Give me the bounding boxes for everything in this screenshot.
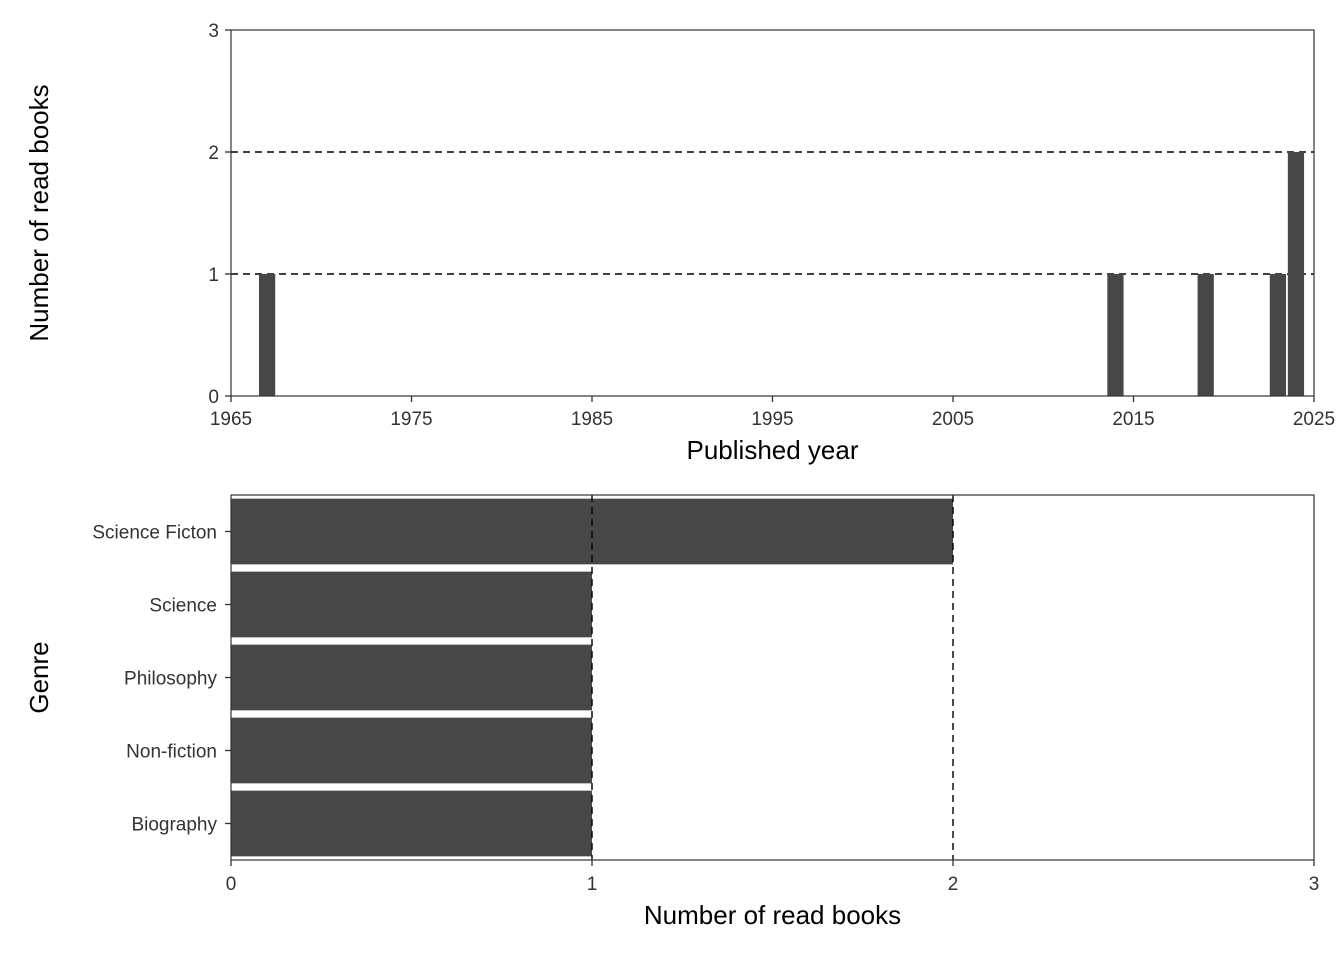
genre-bar-chart-category-label: Science Ficton [92, 523, 217, 544]
year-histogram-y-tick-label: 0 [208, 387, 219, 408]
year-histogram-bar [1287, 152, 1305, 396]
genre-bar-chart-x-ticks: 0 1 2 3 [226, 860, 1320, 895]
genre-bar-chart-category-label: Science [149, 596, 217, 617]
year-histogram: 1965 1975 1985 1995 2005 2015 2025 0 1 2 3 Publis… [24, 21, 1335, 465]
year-histogram-y-tick-label: 1 [208, 265, 219, 286]
year-histogram-x-tick-label: 1995 [751, 409, 793, 430]
genre-bar-chart-x-tick-label: 2 [948, 874, 959, 895]
genre-bar [231, 790, 592, 857]
year-histogram-bar [258, 274, 276, 396]
genre-bar-chart-x-tick-label: 0 [226, 874, 237, 895]
year-histogram-x-tick-label: 2005 [932, 409, 974, 430]
year-histogram-x-tick-label: 2015 [1112, 409, 1154, 430]
year-histogram-x-ticks: 1965 1975 1985 1995 2005 2015 2025 [210, 396, 1335, 430]
year-histogram-x-tick-label: 1975 [390, 409, 432, 430]
genre-bar-chart: 0 1 2 3 Science Ficton Science Philosophy Non-… [24, 494, 1320, 930]
year-histogram-bar [1269, 274, 1287, 396]
genre-bar-chart-gridlines [591, 495, 954, 860]
genre-bar-chart-category-label: Biography [131, 815, 217, 836]
year-histogram-x-tick-label: 1965 [210, 409, 252, 430]
year-histogram-y-tick-label: 3 [208, 21, 219, 42]
genre-bar-chart-y-ticks: Science Ficton Science Philosophy Non-ficti… [92, 523, 231, 836]
genre-bar [231, 717, 592, 784]
year-histogram-y-axis-title: Number of read books [24, 84, 54, 341]
genre-bar-chart-y-axis-title: Genre [24, 641, 54, 713]
year-histogram-x-axis-title: Published year [687, 435, 859, 465]
genre-bar-chart-x-axis-title: Number of read books [644, 900, 901, 930]
genre-bar-chart-category-label: Philosophy [124, 669, 217, 690]
genre-bar-chart-x-tick-label: 3 [1309, 874, 1320, 895]
year-histogram-bar [1107, 274, 1124, 396]
genre-bar [231, 644, 592, 711]
genre-bar-chart-category-label: Non-fiction [126, 742, 217, 763]
year-histogram-x-tick-label: 1985 [571, 409, 613, 430]
year-histogram-bars [258, 152, 1305, 396]
year-histogram-y-ticks: 0 1 2 3 [208, 21, 231, 408]
genre-bar [231, 571, 592, 638]
genre-bar-chart-x-tick-label: 1 [587, 874, 598, 895]
year-histogram-panel-border [230, 29, 1315, 397]
year-histogram-y-tick-label: 2 [208, 143, 219, 164]
year-histogram-x-tick-label: 2025 [1293, 409, 1335, 430]
year-histogram-gridlines [231, 151, 1314, 275]
year-histogram-bar [1197, 274, 1214, 396]
